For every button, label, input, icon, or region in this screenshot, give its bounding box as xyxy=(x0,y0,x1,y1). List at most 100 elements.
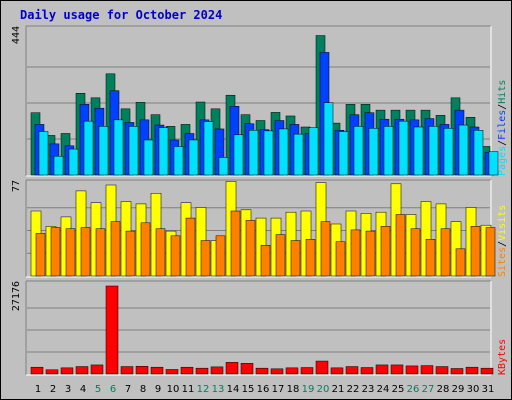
series-sites xyxy=(35,210,496,277)
sites-bar-day-5 xyxy=(95,228,106,277)
x-tick-label-day-18: 18 xyxy=(287,384,300,395)
x-tick-label-day-7: 7 xyxy=(125,384,131,395)
x-tick-label-day-25: 25 xyxy=(392,384,405,395)
sites-bar-day-31 xyxy=(485,227,496,277)
pages-bar-day-2 xyxy=(53,155,64,176)
sites-bar-day-24 xyxy=(380,226,391,277)
pages-bar-day-30 xyxy=(473,129,484,176)
sites-bar-day-1 xyxy=(35,233,46,277)
kbytes-bar-day-11 xyxy=(180,366,194,375)
legend-pages: Pages xyxy=(497,146,508,176)
kbytes-bar-day-15 xyxy=(240,363,254,375)
panel-2: 77 Sites/Visits xyxy=(11,179,508,278)
chart-title: Daily usage for October 2024 xyxy=(20,8,222,22)
sites-bar-day-6 xyxy=(110,221,121,277)
kbytes-bar-day-26 xyxy=(405,365,419,375)
x-tick-label-day-3: 3 xyxy=(65,384,71,395)
panel-background xyxy=(26,281,491,375)
x-tick-label-day-31: 31 xyxy=(482,384,495,395)
x-tick-label-day-21: 21 xyxy=(332,384,345,395)
x-tick-label-day-29: 29 xyxy=(452,384,465,395)
kbytes-bar-day-1 xyxy=(30,366,44,375)
kbytes-bar-day-4 xyxy=(75,366,89,375)
kbytes-bar-day-5 xyxy=(90,364,104,375)
x-tick-label-day-22: 22 xyxy=(347,384,360,395)
pages-bar-day-18 xyxy=(293,133,304,176)
x-tick-label-day-2: 2 xyxy=(50,384,56,395)
kbytes-bar-day-25 xyxy=(390,364,404,375)
pages-bar-day-6 xyxy=(113,119,124,176)
panel-2-legend: Sites/Visits xyxy=(497,205,508,277)
pages-bar-day-12 xyxy=(203,121,214,176)
kbytes-bar-day-2 xyxy=(45,369,59,375)
sites-bar-day-22 xyxy=(350,229,361,277)
x-tick-label-day-12: 12 xyxy=(197,384,210,395)
kbytes-bar-day-31 xyxy=(480,367,494,375)
legend-hits: Hits xyxy=(497,80,508,104)
sites-bar-day-26 xyxy=(410,228,421,277)
panel-3-ymax-label: 27176 xyxy=(11,281,22,311)
sites-bar-day-28 xyxy=(440,228,451,277)
x-tick-label-day-1: 1 xyxy=(35,384,41,395)
pages-bar-day-9 xyxy=(158,127,169,176)
x-axis-day-labels: 1 2 3 4 5 6 7 8 9 10 11 12 13 14 15 16 17 18 19 20 21 22 23 24 2… xyxy=(35,384,495,395)
pages-bar-day-31 xyxy=(488,151,499,176)
kbytes-bar-day-23 xyxy=(360,367,374,375)
panel-2-ymax-label: 77 xyxy=(11,180,22,192)
sites-bar-day-23 xyxy=(365,230,376,277)
pages-bar-day-16 xyxy=(263,130,274,176)
sites-bar-day-8 xyxy=(140,222,151,277)
kbytes-bar-day-22 xyxy=(345,366,359,375)
pages-bar-day-15 xyxy=(248,129,259,176)
series-kbytes xyxy=(30,285,494,375)
kbytes-bar-day-7 xyxy=(120,366,134,375)
pages-bar-day-27 xyxy=(428,126,439,176)
sites-bar-day-9 xyxy=(155,228,166,277)
x-tick-label-day-14: 14 xyxy=(227,384,240,395)
x-tick-label-day-30: 30 xyxy=(467,384,480,395)
kbytes-bar-day-29 xyxy=(450,368,464,375)
sites-bar-day-25 xyxy=(395,214,406,277)
kbytes-bar-day-3 xyxy=(60,367,74,375)
x-tick-label-day-8: 8 xyxy=(140,384,146,395)
x-tick-label-day-13: 13 xyxy=(212,384,225,395)
x-tick-label-day-11: 11 xyxy=(182,384,195,395)
x-tick-label-day-24: 24 xyxy=(377,384,390,395)
kbytes-bar-day-24 xyxy=(375,364,389,375)
sites-bar-day-16 xyxy=(260,245,271,277)
pages-bar-day-20 xyxy=(323,102,334,176)
chart-panels: 444Pages/Files/Hits77Sites/Visits27176KB… xyxy=(11,25,508,376)
kbytes-bar-day-19 xyxy=(300,367,314,375)
kbytes-bar-day-12 xyxy=(195,367,209,375)
kbytes-bar-day-18 xyxy=(285,367,299,375)
pages-bar-day-22 xyxy=(353,126,364,176)
x-tick-label-day-5: 5 xyxy=(95,384,101,395)
pages-bar-day-17 xyxy=(278,128,289,176)
pages-bar-day-10 xyxy=(173,146,184,176)
x-tick-label-day-27: 27 xyxy=(422,384,435,395)
pages-bar-day-24 xyxy=(383,126,394,176)
kbytes-bar-day-8 xyxy=(135,365,149,375)
pages-bar-day-3 xyxy=(68,148,79,176)
pages-bar-day-28 xyxy=(443,128,454,176)
pages-bar-day-23 xyxy=(368,128,379,176)
x-tick-label-day-4: 4 xyxy=(80,384,86,395)
legend-visits: Visits xyxy=(497,205,508,241)
sites-bar-day-30 xyxy=(470,226,481,277)
panel-3-legend: KBytes xyxy=(497,339,508,375)
pages-bar-day-29 xyxy=(458,124,469,176)
x-tick-label-day-20: 20 xyxy=(317,384,330,395)
kbytes-bar-day-21 xyxy=(330,367,344,375)
sites-bar-day-15 xyxy=(245,220,256,277)
kbytes-bar-day-27 xyxy=(420,365,434,375)
pages-bar-day-11 xyxy=(188,139,199,176)
kbytes-bar-day-9 xyxy=(150,366,164,375)
pages-bar-day-14 xyxy=(233,134,244,176)
sites-bar-day-19 xyxy=(305,239,316,277)
sites-bar-day-21 xyxy=(335,241,346,277)
pages-bar-day-4 xyxy=(83,120,94,176)
kbytes-bar-day-10 xyxy=(165,369,179,375)
kbytes-bar-day-16 xyxy=(255,367,269,375)
panel-1-legend: Pages/Files/Hits xyxy=(497,80,508,176)
